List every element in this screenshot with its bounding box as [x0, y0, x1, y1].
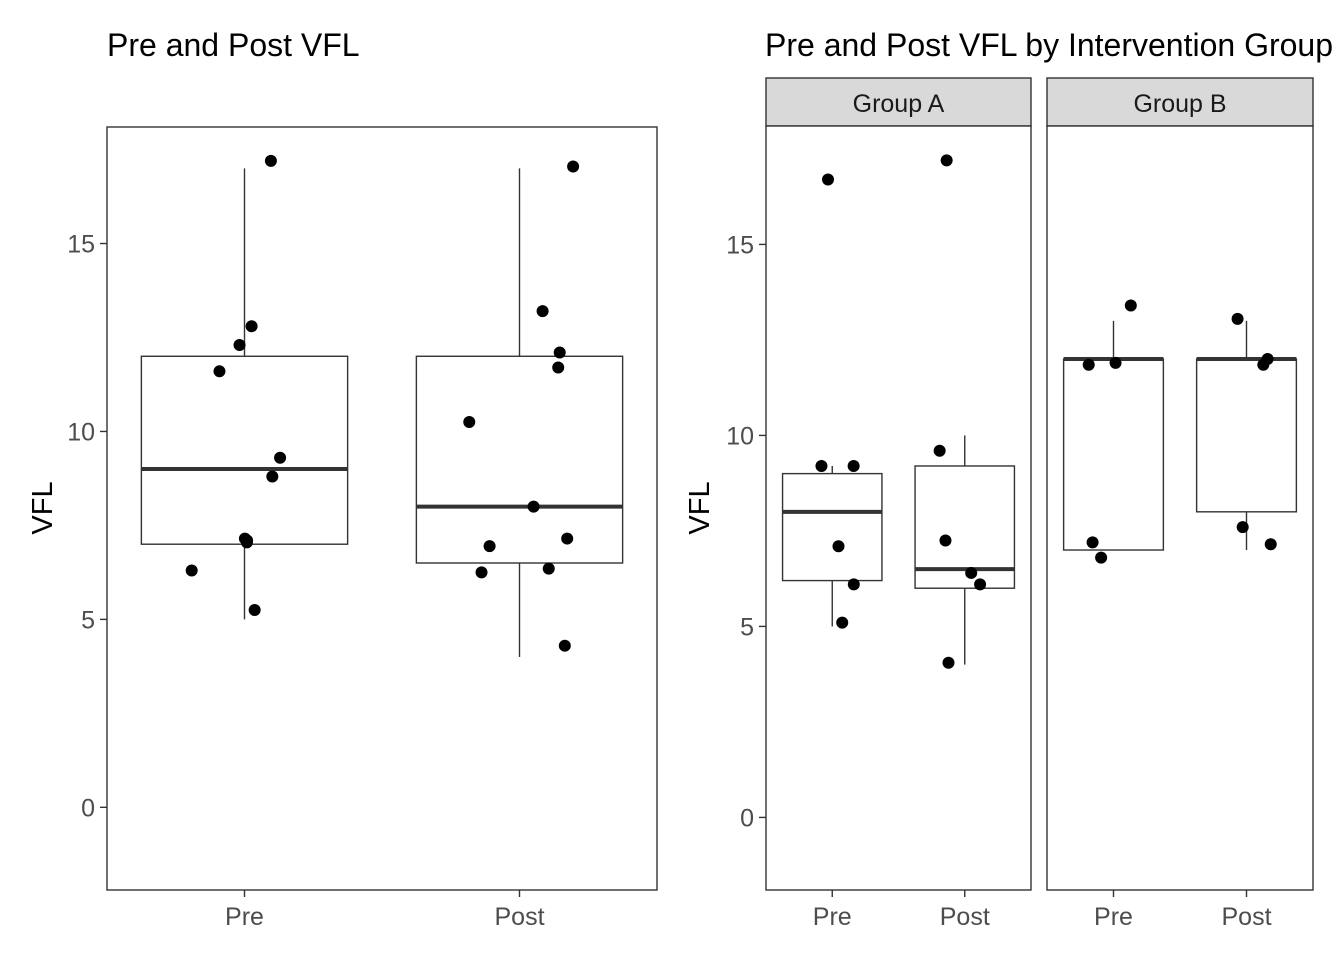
facet-a-data-point — [933, 444, 946, 457]
facet-b-data-point — [1095, 551, 1108, 564]
facet-b-data-point — [1082, 358, 1095, 371]
right-chart-title: Pre and Post VFL by Intervention Group — [765, 27, 1333, 63]
facet-a-data-point — [974, 578, 987, 591]
facet-strip — [765, 77, 1032, 127]
left-chart-data-point — [185, 564, 198, 577]
left-chart-data-point — [240, 536, 253, 549]
facet-a-x-tick-label: Post — [940, 903, 990, 931]
left-chart-y-tick-label: 15 — [67, 231, 95, 259]
left-chart-data-point — [248, 603, 261, 616]
facet-a-y-tick-label: 15 — [726, 231, 754, 259]
left-chart-y-tick-label: 5 — [81, 606, 95, 634]
left-chart-data-point — [233, 339, 246, 351]
facet-a-x-tick-label: Pre — [813, 903, 852, 931]
facet-a-box-pre — [781, 472, 883, 582]
facet-strip-label: Group A — [853, 90, 945, 118]
facet-a-y-tick-label: 10 — [726, 422, 754, 450]
left-chart-data-point — [245, 320, 258, 333]
facet-a-data-point — [965, 566, 978, 579]
facet-a-data-point — [832, 540, 845, 553]
facet-b-data-point — [1236, 521, 1249, 534]
facet-a-data-point — [847, 578, 860, 591]
facet-b-x-tick-label: Post — [1221, 903, 1271, 931]
facet-a-data-point — [939, 534, 952, 547]
left-chart-y-tick-label: 10 — [67, 418, 95, 446]
left-chart-data-point — [213, 365, 226, 378]
left-chart-data-point — [483, 540, 496, 553]
left-chart-data-point — [561, 532, 574, 545]
facet-a-y-tick-label: 0 — [740, 804, 754, 832]
left-chart-x-tick-label: Pre — [225, 903, 264, 931]
left-chart-data-point — [475, 566, 488, 579]
facet-b-x-tick-label: Pre — [1094, 903, 1133, 931]
left-chart-data-point — [264, 154, 277, 167]
left-chart-box-pre — [140, 355, 349, 545]
facet-a-data-point — [815, 459, 828, 472]
left-chart-panel: 0 5 10 15 Pre Post — [67, 126, 658, 931]
left-chart-data-point — [558, 639, 571, 652]
left-chart-data-point — [542, 562, 555, 575]
facet-strip — [1046, 77, 1314, 127]
facet-a-data-point — [822, 173, 835, 186]
left-chart-data-point — [266, 470, 279, 483]
facet-b-data-point — [1086, 536, 1099, 549]
facet-group-a: Group A 0 5 10 15 Pre Post — [726, 77, 1032, 931]
facet-a-y-tick-label: 5 — [740, 613, 754, 641]
left-chart-data-point — [567, 160, 580, 173]
facet-b-box-pre — [1062, 358, 1165, 551]
left-chart-y-tick-label: 0 — [81, 794, 95, 822]
facet-b-box-post — [1195, 358, 1298, 513]
facet-b-data-point — [1257, 358, 1270, 371]
left-chart-data-point — [553, 346, 566, 359]
facet-a-data-point — [940, 154, 953, 167]
left-y-axis-label: VFL — [27, 481, 59, 534]
facet-a-data-point — [836, 616, 849, 629]
facet-a-data-point — [942, 656, 955, 669]
left-chart-title: Pre and Post VFL — [107, 27, 360, 63]
facet-a-data-point — [847, 459, 860, 472]
facet-strip-label: Group B — [1133, 90, 1226, 118]
left-chart-data-point — [274, 451, 287, 464]
right-chart-panels: Group A 0 5 10 15 Pre Post Group B Pre Post — [726, 77, 1314, 931]
facet-b-data-point — [1264, 538, 1277, 551]
facet-b-data-point — [1124, 299, 1137, 312]
left-chart-data-point — [463, 416, 476, 429]
left-chart-data-point — [552, 361, 565, 374]
facet-b-data-point — [1231, 312, 1244, 325]
facet-group-b: Group B Pre Post — [1046, 77, 1314, 931]
left-chart-data-point — [527, 500, 540, 513]
left-chart-box-post — [415, 355, 624, 564]
left-chart-data-point — [536, 305, 549, 318]
right-y-axis-label: VFL — [684, 481, 716, 534]
facet-b-data-point — [1109, 356, 1122, 369]
left-chart-x-tick-label: Post — [494, 903, 544, 931]
